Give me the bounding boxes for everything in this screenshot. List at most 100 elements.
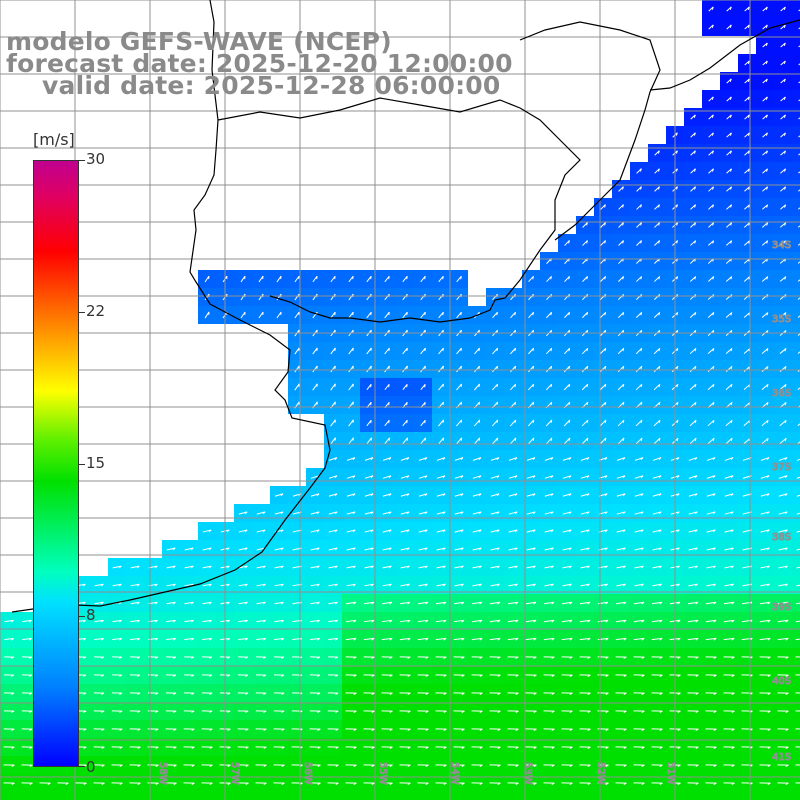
wind-cell <box>774 792 792 800</box>
wind-arrow-head <box>388 457 392 461</box>
wind-arrow-head <box>550 457 554 461</box>
wind-arrow <box>312 275 318 283</box>
wind-arrow-head <box>676 529 680 533</box>
wind-arrow-head <box>424 475 428 479</box>
wind-arrow-head <box>783 114 786 118</box>
wind-arrow-head <box>442 383 445 388</box>
wind-arrow-head <box>280 656 285 659</box>
wind-arrow-head <box>406 420 408 424</box>
wind-arrow <box>454 511 464 515</box>
colorbar-tick-8: 8 <box>86 606 96 624</box>
wind-arrow-head <box>623 601 627 605</box>
wind-arrow-head <box>316 493 320 497</box>
wind-arrow-head <box>514 383 517 388</box>
wind-arrow <box>617 365 625 373</box>
wind-arrow <box>744 222 750 228</box>
wind-arrow-head <box>785 746 789 749</box>
wind-cell <box>630 792 648 800</box>
wind-arrow-head <box>514 312 516 316</box>
wind-arrow-head <box>622 457 626 461</box>
wind-arrow <box>348 293 354 301</box>
wind-arrow-head <box>389 692 393 695</box>
wind-arrow <box>310 511 320 515</box>
wind-arrow-head <box>695 637 699 641</box>
wind-arrow <box>438 383 444 391</box>
wind-arrow <box>761 419 769 427</box>
wind-arrow-head <box>731 637 735 641</box>
wind-arrow-head <box>711 132 714 136</box>
wind-arrow-head <box>676 312 679 316</box>
wind-arrow-head <box>676 547 680 551</box>
colorbar-tick-mark <box>79 616 85 617</box>
wind-arrow <box>400 511 410 515</box>
wind-arrow-head <box>514 437 517 441</box>
wind-arrow <box>725 419 733 427</box>
wind-arrow-head <box>461 619 465 623</box>
wind-arrow-head <box>784 276 787 280</box>
wind-arrow-head <box>461 638 465 641</box>
wind-arrow-head <box>317 746 321 749</box>
wind-arrow <box>130 565 140 569</box>
wind-arrow <box>384 383 390 391</box>
wind-arrow <box>725 276 733 282</box>
lon-label: 53W <box>522 762 533 785</box>
wind-arrow <box>202 565 212 569</box>
wind-arrow-head <box>604 240 606 244</box>
wind-arrow-head <box>478 547 482 551</box>
wind-arrow-head <box>569 782 573 785</box>
wind-arrow <box>582 293 588 301</box>
wind-arrow <box>384 419 390 427</box>
wind-arrow-head <box>659 656 663 659</box>
wind-arrow-head <box>676 419 679 424</box>
wind-arrow <box>471 619 483 623</box>
wind-arrow <box>417 637 429 641</box>
wind-arrow-head <box>478 457 482 461</box>
wind-arrow-head <box>208 619 212 623</box>
wind-arrow-head <box>695 710 699 713</box>
wind-arrow-head <box>766 222 769 226</box>
wind-cell <box>36 792 54 800</box>
wind-arrow-head <box>514 401 517 406</box>
wind-arrow <box>382 547 392 551</box>
wind-arrow <box>654 204 660 210</box>
wind-cell <box>792 558 800 576</box>
wind-arrow-head <box>568 276 570 280</box>
wind-arrow <box>492 311 498 319</box>
wind-arrow-head <box>101 710 105 713</box>
wind-arrow <box>563 437 571 445</box>
wind-arrow <box>744 114 750 120</box>
wind-arrow-head <box>711 96 714 100</box>
wind-arrow <box>328 475 338 479</box>
wind-arrow <box>708 168 714 174</box>
wind-cell <box>54 792 72 800</box>
wind-arrow-head <box>478 511 482 515</box>
wind-arrow-head <box>712 348 715 352</box>
wind-arrow <box>400 529 410 533</box>
colorbar-tick-mark <box>79 312 85 313</box>
wind-arrow-head <box>605 746 609 749</box>
wind-arrow-head <box>28 638 32 641</box>
wind-arrow-head <box>766 457 770 461</box>
wind-arrow <box>399 619 411 623</box>
wind-arrow-head <box>83 674 87 677</box>
wind-arrow-head <box>532 583 536 587</box>
wind-arrow <box>330 419 336 427</box>
wind-arrow-head <box>352 493 356 497</box>
wind-arrow-head <box>767 728 771 731</box>
wind-arrow <box>654 150 660 156</box>
wind-arrow-head <box>280 565 284 569</box>
wind-arrow <box>708 132 714 138</box>
wind-arrow <box>798 171 800 174</box>
wind-arrow-head <box>659 782 663 785</box>
wind-arrow <box>526 457 536 461</box>
wind-arrow <box>762 150 768 156</box>
wind-arrow-head <box>694 168 696 172</box>
wind-arrow <box>797 261 800 264</box>
wind-arrow <box>582 222 588 228</box>
wind-arrow <box>258 311 264 319</box>
wind-arrow-head <box>676 384 679 388</box>
wind-arrow <box>384 311 390 319</box>
wind-arrow <box>779 366 787 372</box>
wind-arrow <box>472 529 482 533</box>
wind-arrow-head <box>658 366 661 370</box>
